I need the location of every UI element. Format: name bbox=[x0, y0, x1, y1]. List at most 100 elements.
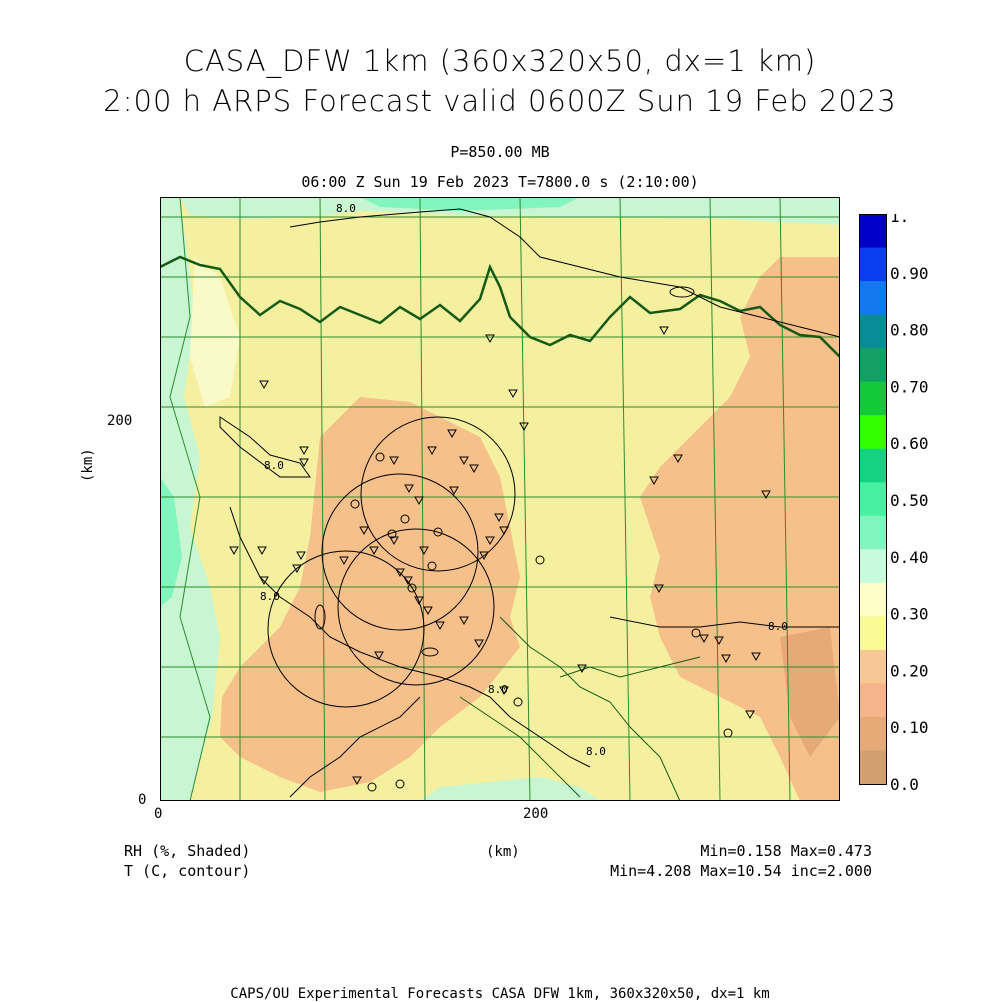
station-marker bbox=[447, 429, 457, 439]
station-marker bbox=[721, 654, 731, 664]
rh-shading-moist-south bbox=[420, 777, 600, 801]
station-marker bbox=[403, 576, 413, 586]
station-marker bbox=[296, 551, 306, 561]
state-border bbox=[160, 255, 840, 358]
colorbar-label: 0.0 bbox=[890, 775, 919, 794]
colorbar-swatch bbox=[859, 515, 886, 550]
county-borders bbox=[160, 197, 840, 801]
colorbar-swatch bbox=[859, 214, 886, 249]
contour-label: 8.0 bbox=[264, 459, 284, 472]
colorbar-swatch bbox=[859, 716, 886, 751]
rh-shading-moist-west bbox=[160, 197, 220, 801]
contour-label: 8.0 bbox=[488, 683, 508, 696]
temperature-contours bbox=[219, 208, 840, 798]
contour-label: 8.0 bbox=[260, 590, 280, 603]
legend-temperature: T (C, contour) bbox=[124, 862, 251, 880]
station-marker bbox=[229, 546, 239, 556]
colorbar-swatch bbox=[859, 549, 886, 584]
station-marker bbox=[761, 490, 771, 500]
x-tick-200: 200 bbox=[523, 806, 549, 822]
station-marker bbox=[414, 596, 424, 606]
colorbar-swatch bbox=[859, 683, 886, 718]
colorbar-swatch bbox=[859, 314, 886, 349]
colorbar-label: 0.30 bbox=[890, 605, 929, 624]
station-markers bbox=[229, 326, 771, 786]
contour-labels: 8.0 8.0 8.0 8.0 8.0 8.0 bbox=[260, 202, 788, 758]
station-marker bbox=[427, 446, 437, 456]
colorbar-swatch bbox=[859, 348, 886, 383]
station-marker bbox=[359, 526, 369, 536]
station-marker bbox=[691, 628, 701, 638]
station-marker bbox=[435, 621, 445, 631]
station-marker bbox=[367, 782, 377, 792]
colorbar-label: 0.60 bbox=[890, 434, 929, 453]
station-marker bbox=[299, 458, 309, 468]
radar-range-circle bbox=[337, 528, 495, 686]
station-marker bbox=[535, 555, 545, 565]
y-axis-label: (km) bbox=[80, 448, 96, 482]
radar-range-circle bbox=[321, 473, 479, 631]
x-tick-0: 0 bbox=[154, 806, 163, 822]
station-marker bbox=[508, 389, 518, 399]
station-marker bbox=[389, 456, 399, 466]
station-marker bbox=[350, 499, 360, 509]
station-marker bbox=[427, 561, 437, 571]
legend-rh: RH (%, Shaded) bbox=[124, 842, 251, 860]
x-axis-label: (km) bbox=[486, 844, 520, 860]
rh-colorbar: 1. 0.90 0.80 0.70 0.60 0.50 0.40 0.30 0.20 0.10 0.… bbox=[859, 214, 929, 794]
station-marker bbox=[494, 513, 504, 523]
station-marker bbox=[519, 422, 529, 432]
station-marker bbox=[369, 546, 379, 556]
station-marker bbox=[459, 616, 469, 626]
rh-shading-moist-north bbox=[180, 197, 840, 225]
station-marker bbox=[751, 652, 761, 662]
station-marker bbox=[577, 664, 587, 674]
station-marker bbox=[299, 446, 309, 456]
colorbar-swatch bbox=[859, 448, 886, 483]
rivers bbox=[459, 616, 701, 801]
colorbar-swatch bbox=[859, 247, 886, 282]
station-marker bbox=[375, 452, 385, 462]
colorbar-label: 0.20 bbox=[890, 661, 929, 680]
station-marker bbox=[352, 776, 362, 786]
colorbar-label: 0.90 bbox=[890, 264, 929, 283]
colorbar-swatch bbox=[859, 616, 886, 651]
station-marker bbox=[659, 326, 669, 336]
station-marker bbox=[395, 779, 405, 789]
rh-shading-drier-se bbox=[780, 627, 840, 757]
rh-shading-pale-nw bbox=[190, 257, 240, 407]
colorbar-swatch bbox=[859, 649, 886, 684]
station-marker bbox=[649, 476, 659, 486]
station-marker bbox=[654, 584, 664, 594]
colorbar-swatch bbox=[859, 381, 886, 416]
station-marker bbox=[259, 576, 269, 586]
station-marker bbox=[414, 496, 424, 506]
station-marker bbox=[257, 546, 267, 556]
footer-credit: CAPS/OU Experimental Forecasts CASA DFW … bbox=[230, 986, 770, 1002]
station-marker bbox=[404, 484, 414, 494]
station-marker bbox=[474, 639, 484, 649]
contour-label: 8.0 bbox=[336, 202, 356, 215]
colorbar-swatch bbox=[859, 415, 886, 450]
station-marker bbox=[292, 564, 302, 574]
station-marker bbox=[339, 556, 349, 566]
station-marker bbox=[407, 583, 417, 593]
rh-min-max: Min=0.158 Max=0.473 bbox=[700, 842, 872, 860]
station-marker bbox=[259, 380, 269, 390]
station-marker bbox=[433, 527, 443, 537]
station-marker bbox=[459, 456, 469, 466]
station-marker bbox=[449, 486, 459, 496]
station-marker bbox=[387, 529, 397, 539]
colorbar-label: 0.40 bbox=[890, 548, 929, 567]
radar-range-circle bbox=[360, 416, 516, 572]
colorbar-swatch bbox=[859, 281, 886, 316]
station-marker bbox=[485, 334, 495, 344]
station-marker bbox=[389, 536, 399, 546]
plot-title-line2: 2:00 h ARPS Forecast valid 0600Z Sun 19 … bbox=[103, 84, 897, 118]
contour-label: 8.0 bbox=[768, 620, 788, 633]
valid-time: 06:00 Z Sun 19 Feb 2023 T=7800.0 s (2:10… bbox=[301, 173, 699, 191]
colorbar-label: 0.70 bbox=[890, 377, 929, 396]
station-marker bbox=[400, 514, 410, 524]
station-marker bbox=[714, 636, 724, 646]
y-tick-200: 200 bbox=[107, 413, 133, 429]
